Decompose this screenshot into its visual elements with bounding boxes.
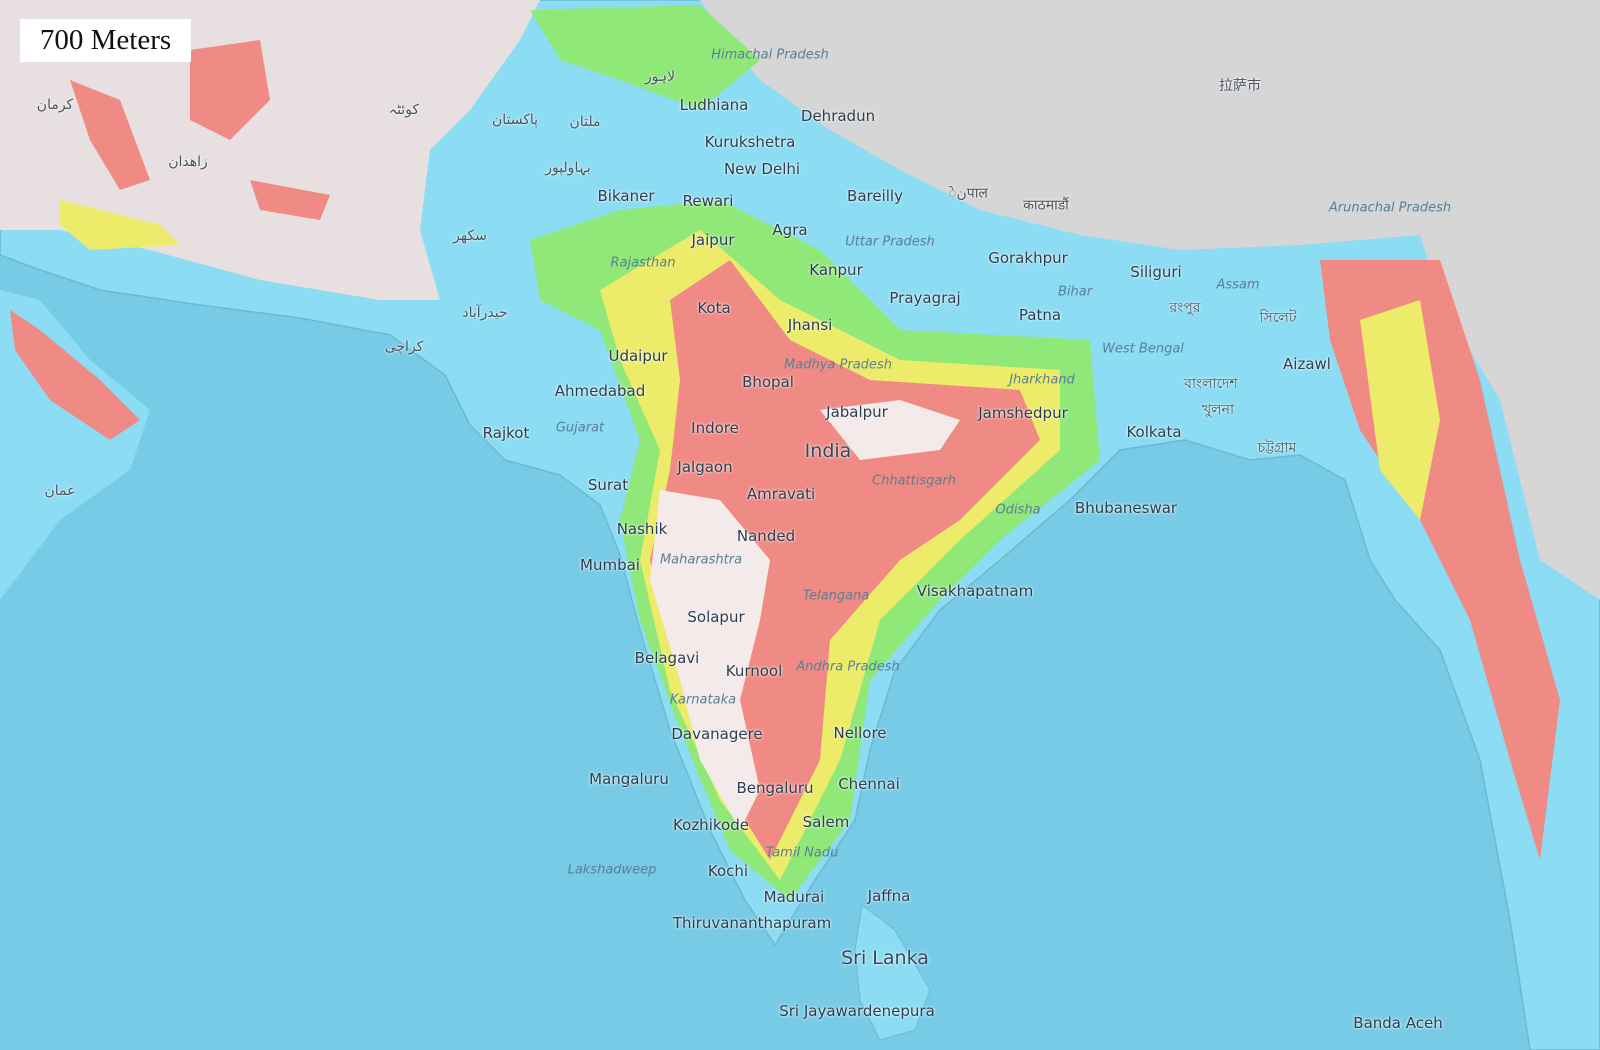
city-label: Davanagere	[671, 725, 763, 743]
local-place-label: চট্টগ্রাম	[1257, 440, 1297, 456]
city-label: Kota	[697, 299, 731, 317]
city-label: Ahmedabad	[554, 382, 646, 400]
city-label: Agra	[772, 221, 808, 239]
city-label: Banda Aceh	[1353, 1014, 1443, 1032]
city-label: Udaipur	[608, 347, 668, 365]
city-label: Patna	[1018, 306, 1062, 324]
region-label: Arunachal Pradesh	[1328, 200, 1452, 216]
city-label: Jamshedpur	[978, 404, 1068, 422]
city-label: Amravati	[746, 485, 816, 503]
region-label: Uttar Pradesh	[845, 234, 935, 250]
city-label: Belagavi	[634, 649, 700, 667]
city-label: Madurai	[763, 888, 825, 906]
city-label: Visakhapatnam	[916, 582, 1034, 600]
region-label: Tamil Nadu	[765, 845, 839, 861]
sri-lanka	[854, 904, 931, 1041]
local-place-label: حیدرآباد	[462, 305, 508, 321]
city-label: Thiruvananthapuram	[672, 914, 832, 932]
local-place-label: بہاولپور	[545, 160, 591, 176]
local-place-label: کراچی	[384, 339, 424, 355]
city-label: Kurnool	[725, 662, 783, 680]
city-label: Jalgaon	[677, 458, 733, 476]
local-place-label: রংপুর	[1169, 300, 1201, 316]
city-label: Nashik	[616, 520, 668, 538]
city-label: Solapur	[687, 608, 745, 626]
local-place-label: عمان	[44, 483, 76, 499]
region-label: Bihar	[1057, 284, 1093, 300]
local-place-label: বাংলাদেশ	[1184, 376, 1238, 392]
city-label: Mumbai	[580, 556, 640, 574]
city-label: Sri Jayawardenepura	[779, 1002, 935, 1020]
city-label: Kolkata	[1126, 423, 1182, 441]
elevation-threshold-label: 700 Meters	[20, 19, 191, 62]
local-place-label: سکھر	[453, 228, 487, 244]
country-label: Sri Lanka	[841, 947, 929, 969]
city-label: Bhubaneswar	[1074, 499, 1178, 517]
region-label: Gujarat	[555, 420, 605, 436]
city-label: Salem	[802, 813, 850, 831]
city-label: Nellore	[833, 724, 887, 742]
local-place-label: খুলনা	[1201, 402, 1235, 418]
city-label: Ludhiana	[679, 96, 749, 114]
city-label: Kurukshetra	[704, 133, 796, 151]
region-label: Maharashtra	[659, 552, 743, 568]
city-label: Kochi	[707, 862, 749, 880]
region-label: Himachal Pradesh	[711, 47, 829, 63]
city-label: Surat	[587, 476, 629, 494]
city-label: Prayagraj	[889, 289, 961, 307]
region-label: Odisha	[995, 502, 1041, 518]
city-label: Dehradun	[800, 107, 876, 125]
region-label: Jharkhand	[1009, 372, 1075, 388]
region-label: Telangana	[802, 588, 870, 604]
region-label: Rajasthan	[610, 255, 676, 271]
city-label: Indore	[691, 419, 739, 437]
city-label: Jaipur	[691, 231, 735, 249]
region-label: Andhra Pradesh	[796, 659, 900, 675]
local-place-label: काठमाडौं	[1023, 197, 1069, 214]
local-place-label: لاہور	[644, 69, 676, 85]
region-label: Lakshadweep	[567, 862, 657, 878]
city-label: New Delhi	[723, 160, 801, 178]
city-label: Bikaner	[597, 187, 655, 205]
local-place-label: 拉萨市	[1219, 78, 1261, 94]
city-label: Rewari	[682, 192, 734, 210]
region-label: Madhya Pradesh	[784, 357, 892, 373]
local-place-label: پاکستان	[491, 112, 539, 128]
city-label: Bengaluru	[736, 779, 814, 797]
city-label: Jhansi	[787, 316, 833, 334]
elevation-bands	[10, 5, 1560, 900]
city-label: Jabalpur	[826, 403, 888, 421]
local-place-label: کرمان	[36, 97, 74, 113]
city-label: Rajkot	[482, 424, 530, 442]
city-label: Kanpur	[809, 261, 863, 279]
terrain-north	[700, 0, 1600, 600]
local-place-label: ملتان	[569, 114, 601, 130]
local-place-label: نेपाल	[948, 185, 988, 202]
city-label: Gorakhpur	[988, 249, 1068, 267]
region-label: Karnataka	[669, 692, 737, 708]
city-label: Aizawl	[1283, 355, 1331, 373]
city-label: Bareilly	[847, 187, 903, 205]
region-label: West Bengal	[1102, 341, 1184, 357]
city-label: Chennai	[838, 775, 900, 793]
region-label: Chhattisgarh	[872, 473, 956, 489]
region-label: Assam	[1216, 277, 1260, 293]
city-label: Bhopal	[742, 373, 794, 391]
city-label: Nanded	[736, 527, 796, 545]
local-place-label: کوئٹہ	[388, 102, 420, 118]
country-label: India	[804, 440, 852, 462]
city-label: Siliguri	[1130, 263, 1182, 281]
local-place-label: زاهدان	[168, 154, 208, 170]
city-label: Kozhikode	[673, 816, 749, 834]
city-label: Jaffna	[867, 887, 911, 905]
local-place-label: সিলেট	[1259, 310, 1297, 326]
city-label: Mangaluru	[589, 770, 669, 788]
